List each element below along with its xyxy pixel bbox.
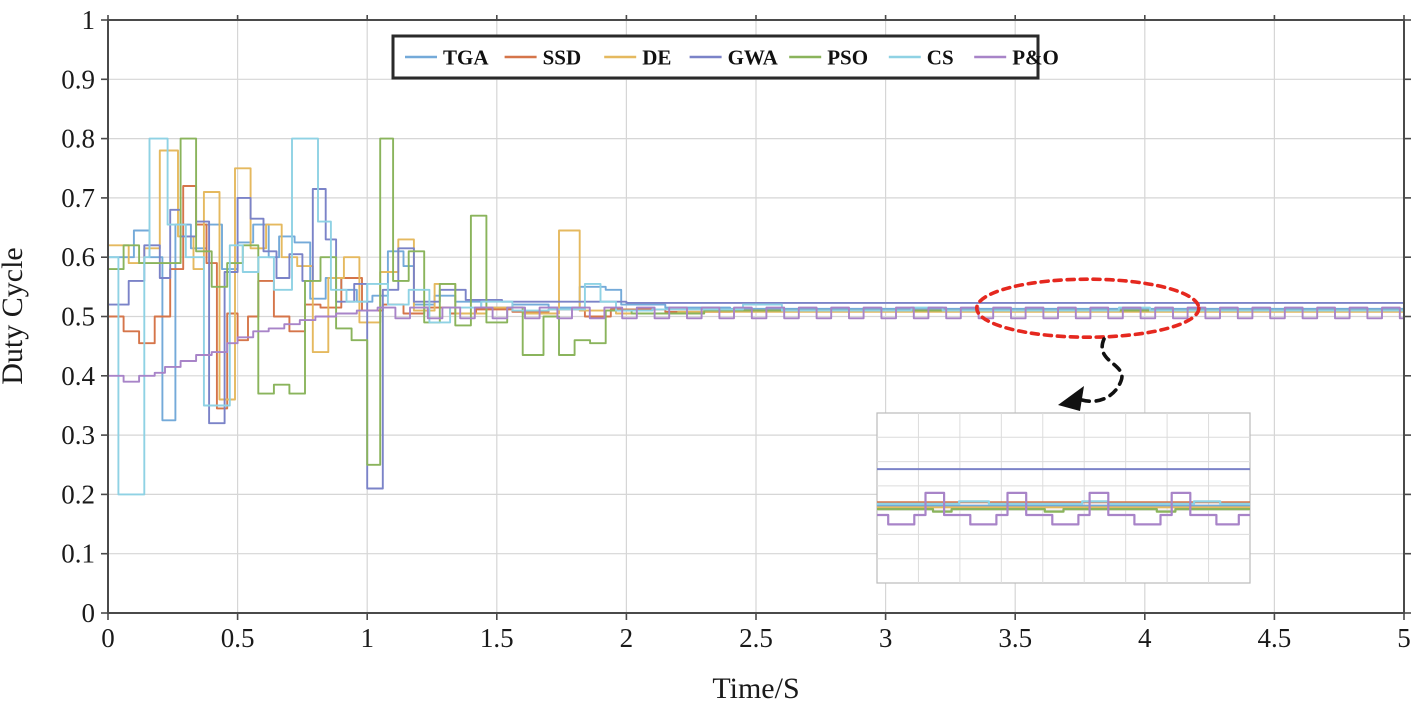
legend-label: TGA — [443, 46, 489, 70]
zoom-ellipse-annotation — [974, 277, 1201, 339]
arrow-head-icon — [1058, 386, 1084, 411]
legend-label: SSD — [543, 46, 582, 70]
x-tick-labels: 0 0.5 1 1.5 2 2.5 3 3.5 4 4.5 5 — [101, 623, 1411, 653]
series-po-line — [108, 306, 1404, 383]
svg-text:3: 3 — [879, 623, 893, 653]
svg-text:1: 1 — [82, 5, 96, 35]
svg-text:4: 4 — [1138, 623, 1152, 653]
svg-text:0.9: 0.9 — [61, 64, 95, 94]
legend-label: GWA — [728, 46, 779, 70]
y-tick-labels: 0 0.1 0.2 0.3 0.4 0.5 0.6 0.7 0.8 0.9 1 — [61, 5, 95, 628]
svg-text:0.8: 0.8 — [61, 124, 95, 154]
legend-label: P&O — [1012, 46, 1059, 70]
svg-text:0.5: 0.5 — [61, 302, 95, 332]
legend-label: CS — [927, 46, 954, 70]
svg-text:0.3: 0.3 — [61, 420, 95, 450]
legend-label: PSO — [827, 46, 868, 70]
svg-text:0.5: 0.5 — [221, 623, 255, 653]
series-gwa-line — [108, 188, 1404, 490]
arrow-curve — [1080, 337, 1124, 404]
svg-text:1: 1 — [360, 623, 374, 653]
svg-text:2.5: 2.5 — [739, 623, 773, 653]
legend-item-ssd: SSD — [504, 46, 582, 70]
axis-ticks — [101, 15, 1411, 620]
inset-background — [876, 412, 1251, 584]
svg-text:2: 2 — [620, 623, 634, 653]
legend-item-de: DE — [604, 46, 671, 70]
svg-text:0.7: 0.7 — [61, 183, 95, 213]
inset-series-po-line — [877, 491, 1250, 526]
svg-text:5: 5 — [1397, 623, 1411, 653]
svg-text:0.6: 0.6 — [61, 242, 95, 272]
legend-label: DE — [642, 46, 671, 70]
legend-item-po: P&O — [974, 46, 1059, 70]
svg-text:0.4: 0.4 — [61, 361, 95, 391]
svg-text:0.2: 0.2 — [61, 479, 95, 509]
x-axis-label: Time/S — [712, 672, 800, 705]
series-lines — [108, 137, 1405, 496]
legend-item-cs: CS — [888, 46, 954, 70]
series-pso-line — [108, 137, 1405, 466]
legend-item-pso: PSO — [789, 46, 868, 70]
svg-text:0.1: 0.1 — [61, 539, 95, 569]
inset-series-cs-line — [877, 500, 1250, 505]
legend-item-gwa: GWA — [689, 46, 779, 70]
svg-text:4.5: 4.5 — [1258, 623, 1292, 653]
svg-text:0: 0 — [82, 598, 96, 628]
svg-text:1.5: 1.5 — [480, 623, 514, 653]
legend-item-tga: TGA — [405, 46, 489, 70]
zoom-callout-arrow — [1058, 337, 1124, 411]
svg-text:0: 0 — [101, 623, 115, 653]
legend: TGA SSD DE GWA PSO CS P&O — [391, 34, 1059, 80]
series-cs-line — [108, 137, 1404, 496]
inset-plot — [876, 412, 1251, 584]
svg-text:3.5: 3.5 — [998, 623, 1032, 653]
